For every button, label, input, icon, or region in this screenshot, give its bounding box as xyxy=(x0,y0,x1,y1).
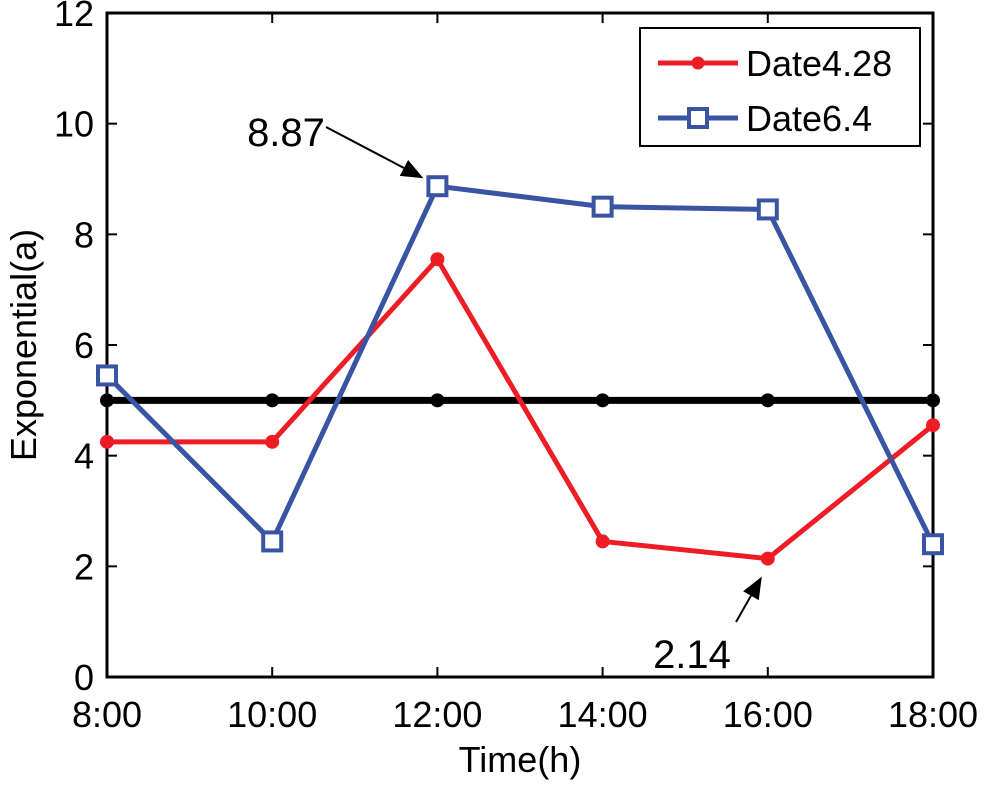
annotation-text: 8.87 xyxy=(247,111,325,155)
annotation-arrow-head xyxy=(399,159,424,179)
legend-box xyxy=(639,27,921,147)
series-line xyxy=(105,183,936,546)
data-point xyxy=(100,434,114,449)
series-layer xyxy=(96,175,944,566)
data-point xyxy=(922,533,944,556)
annotation-arrow-shaft xyxy=(735,595,752,623)
legend: Date4.28 Date6.4 xyxy=(639,27,921,147)
data-point xyxy=(430,252,445,267)
data-point xyxy=(96,364,118,387)
y-tick-label: 12 xyxy=(54,0,94,34)
annotation: 8.87 xyxy=(247,111,424,179)
series-line xyxy=(107,256,935,562)
data-point xyxy=(265,434,280,449)
data-point xyxy=(926,393,940,408)
data-point xyxy=(756,198,779,221)
data-point xyxy=(926,418,940,433)
series-date64 xyxy=(96,175,944,556)
data-point xyxy=(595,534,610,549)
axis-ticks: 8:00 10:00 12:00 14:00 16:00 18:00 0 2 4 6 8 10 12 xyxy=(54,0,978,735)
y-tick-label: 8 xyxy=(74,214,94,255)
x-axis-title: Time(h) xyxy=(459,739,582,780)
y-tick-label: 0 xyxy=(74,657,94,698)
annotation-text: 2.14 xyxy=(653,633,731,677)
legend-marker-date64 xyxy=(687,107,709,129)
data-point xyxy=(261,530,284,553)
y-tick-label: 10 xyxy=(54,104,94,145)
data-point xyxy=(430,393,445,408)
x-tick-label: 18:00 xyxy=(888,694,978,735)
data-point xyxy=(265,393,280,408)
data-point xyxy=(100,393,114,408)
data-point xyxy=(426,175,449,198)
y-axis-title: Exponential(a) xyxy=(3,229,44,461)
annotation-arrow-head xyxy=(743,576,762,601)
x-tick-label: 12:00 xyxy=(392,694,482,735)
x-tick-label: 14:00 xyxy=(558,694,648,735)
data-point xyxy=(760,393,775,408)
annotation-layer: 8.87 2.14 xyxy=(247,111,762,677)
x-tick-label: 8:00 xyxy=(72,694,142,735)
legend-label-date428: Date4.28 xyxy=(746,43,892,84)
series-date428 xyxy=(100,252,940,566)
data-point xyxy=(595,393,610,408)
y-tick-label: 4 xyxy=(74,436,94,477)
annotation-arrow-shaft xyxy=(325,126,405,169)
data-point xyxy=(760,551,775,566)
y-tick-label: 6 xyxy=(74,325,94,366)
y-tick-label: 2 xyxy=(74,546,94,587)
legend-label-date64: Date6.4 xyxy=(746,98,872,139)
annotation: 2.14 xyxy=(653,576,762,677)
x-tick-label: 10:00 xyxy=(227,694,317,735)
data-point xyxy=(591,195,614,218)
legend-marker-date428 xyxy=(691,56,705,70)
x-tick-label: 16:00 xyxy=(723,694,813,735)
